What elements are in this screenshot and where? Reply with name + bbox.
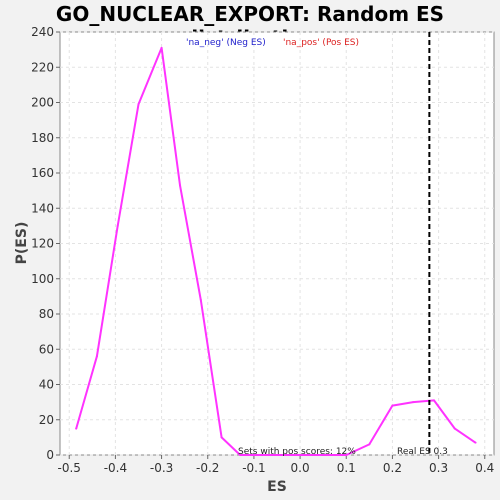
data-point bbox=[160, 46, 163, 49]
data-point bbox=[453, 427, 456, 430]
y-tick-label: 120 bbox=[31, 237, 54, 251]
y-tick-label: 180 bbox=[31, 131, 54, 145]
x-tick-label: 0.0 bbox=[291, 461, 310, 475]
y-tick-label: 140 bbox=[31, 201, 54, 215]
legend-neg-entry: 'na_neg' (Neg ES) bbox=[186, 38, 266, 48]
data-point bbox=[368, 443, 371, 446]
y-tick-label: 40 bbox=[39, 378, 54, 392]
y-tick-label: 220 bbox=[31, 60, 54, 74]
x-tick-label: -0.4 bbox=[104, 461, 127, 475]
y-tick-label: 0 bbox=[46, 448, 54, 462]
data-point bbox=[179, 184, 182, 187]
y-tick-label: 100 bbox=[31, 272, 54, 286]
y-tick-label: 60 bbox=[39, 342, 54, 356]
x-tick-label: 0.3 bbox=[429, 461, 448, 475]
x-tick-label: 0.4 bbox=[475, 461, 494, 475]
x-tick-label: -0.2 bbox=[196, 461, 219, 475]
data-point bbox=[391, 404, 394, 407]
x-tick-label: -0.3 bbox=[150, 461, 173, 475]
x-tick-label: 0.2 bbox=[383, 461, 402, 475]
data-point bbox=[137, 103, 140, 106]
x-axis-title: ES bbox=[267, 479, 287, 495]
y-tick-label: 200 bbox=[31, 96, 54, 110]
legend: 'na_neg' (Neg ES) 'na_pos' (Pos ES) bbox=[186, 38, 359, 48]
data-point bbox=[116, 224, 119, 227]
data-point bbox=[75, 427, 78, 430]
data-point bbox=[280, 454, 283, 456]
series-line bbox=[75, 46, 477, 456]
y-tick-label: 240 bbox=[31, 25, 54, 39]
y-tick-label: 80 bbox=[39, 307, 54, 321]
legend-pos-entry: 'na_pos' (Pos ES) bbox=[283, 38, 359, 48]
x-tick-label: -0.5 bbox=[58, 461, 81, 475]
y-tick-label: 20 bbox=[39, 413, 54, 427]
data-point bbox=[412, 401, 415, 404]
data-point bbox=[474, 441, 477, 444]
data-point bbox=[239, 454, 242, 456]
data-point bbox=[432, 399, 435, 402]
series-layer bbox=[75, 46, 477, 456]
grid-lines bbox=[60, 31, 494, 456]
data-point bbox=[299, 454, 302, 456]
data-point bbox=[95, 355, 98, 358]
y-axis-title: P(ES) bbox=[14, 222, 30, 265]
data-point bbox=[199, 298, 202, 301]
data-point bbox=[345, 454, 348, 456]
x-tick-label: 0.1 bbox=[337, 461, 356, 475]
x-tick-label: -0.1 bbox=[242, 461, 265, 475]
y-tick-label: 160 bbox=[31, 166, 54, 180]
data-point bbox=[322, 454, 325, 456]
pos-scores-annotation: Sets with pos scores: 12% bbox=[238, 447, 356, 457]
real-es-label: Real ES 0.3 bbox=[397, 447, 448, 457]
data-point bbox=[220, 436, 223, 439]
axes: 0 20 40 60 80 100 120 140 160 180 200 220 240 -0.5 -0.… bbox=[31, 25, 494, 475]
data-point bbox=[259, 454, 262, 456]
